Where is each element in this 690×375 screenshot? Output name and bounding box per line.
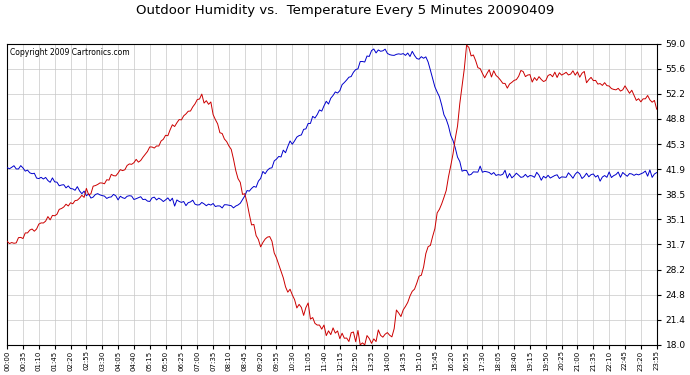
Text: Outdoor Humidity vs.  Temperature Every 5 Minutes 20090409: Outdoor Humidity vs. Temperature Every 5…	[136, 4, 554, 17]
Text: Copyright 2009 Cartronics.com: Copyright 2009 Cartronics.com	[10, 48, 130, 57]
